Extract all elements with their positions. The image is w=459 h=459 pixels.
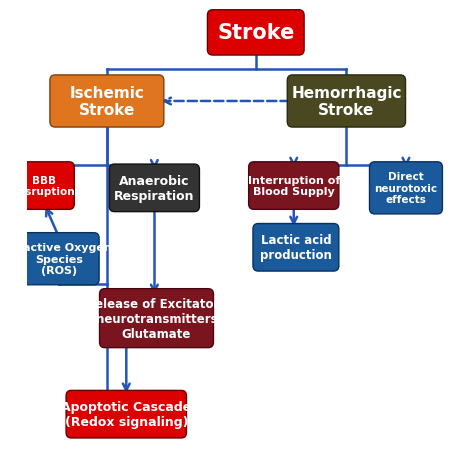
FancyBboxPatch shape: [109, 165, 199, 212]
FancyBboxPatch shape: [248, 162, 338, 210]
Text: Direct
neurotoxic
effects: Direct neurotoxic effects: [374, 172, 437, 205]
FancyBboxPatch shape: [252, 224, 338, 271]
Text: Release of Excitatory
neurotransmitters
Glutamate: Release of Excitatory neurotransmitters …: [86, 297, 226, 340]
FancyBboxPatch shape: [14, 162, 74, 210]
FancyBboxPatch shape: [99, 289, 213, 348]
Text: Apoptotic Cascade
(Redox signaling): Apoptotic Cascade (Redox signaling): [61, 400, 191, 428]
FancyBboxPatch shape: [66, 391, 186, 438]
Text: BBB
Disruption: BBB Disruption: [13, 175, 75, 197]
FancyBboxPatch shape: [207, 11, 303, 56]
Text: Ischemic
Stroke: Ischemic Stroke: [69, 85, 144, 118]
FancyBboxPatch shape: [369, 162, 442, 214]
Text: Reactive Oxygen
Species
(ROS): Reactive Oxygen Species (ROS): [7, 243, 112, 276]
Text: Anaerobic
Respiration: Anaerobic Respiration: [114, 174, 194, 202]
Text: Stroke: Stroke: [217, 23, 294, 43]
Text: Interruption of
Blood Supply: Interruption of Blood Supply: [247, 175, 339, 197]
FancyBboxPatch shape: [287, 76, 405, 128]
FancyBboxPatch shape: [50, 76, 163, 128]
Text: Hemorrhagic
Stroke: Hemorrhagic Stroke: [291, 85, 401, 118]
FancyBboxPatch shape: [20, 233, 99, 285]
Text: Lactic acid
production: Lactic acid production: [259, 234, 331, 262]
